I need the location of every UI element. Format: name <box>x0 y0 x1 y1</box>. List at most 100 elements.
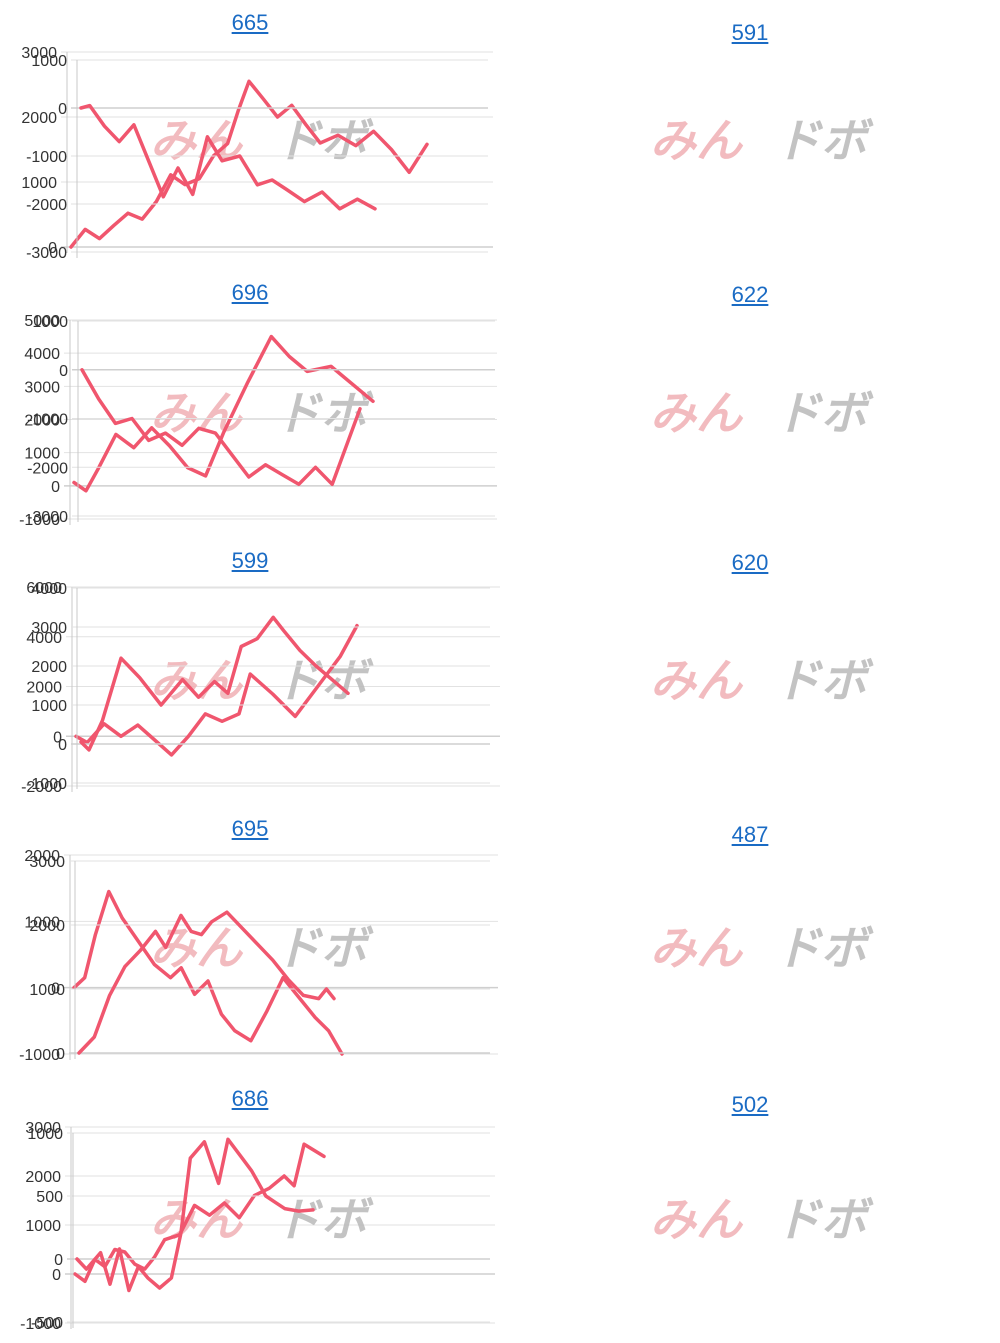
y-tick-label: 3000 <box>21 45 57 62</box>
y-tick-label: 0 <box>54 1252 63 1269</box>
watermark-logo: みん ドボ <box>150 654 374 708</box>
svg-text:ドボ: ドボ <box>775 386 874 440</box>
svg-text:ドボ: ドボ <box>275 1193 374 1247</box>
y-tick-label: 0 <box>51 981 60 998</box>
svg-text:ドボ: ドボ <box>275 654 374 708</box>
series-line <box>79 103 377 211</box>
line-chart: -1000 0 1000 2000 3000 みん ドボ <box>20 1120 495 1333</box>
y-tick-label: 3000 <box>25 1120 61 1137</box>
chart-panel-502: 502 -500 0 500 1000 みん ドボ <box>27 1080 1000 1343</box>
line-chart: 0 1000 2000 3000 みん ドボ <box>21 45 493 257</box>
svg-text:みん: みん <box>650 921 744 975</box>
y-tick-label: 1000 <box>24 446 60 463</box>
chart-title-link[interactable]: 502 <box>731 1092 769 1117</box>
chart-panel-591: 591 -3000 -2000 -1000 0 1000 みん ドボ <box>26 0 1000 265</box>
series-line <box>80 368 362 487</box>
svg-text:ドボ: ドボ <box>775 654 874 708</box>
svg-text:みん: みん <box>650 386 744 440</box>
watermark-logo: みん ドボ <box>650 386 874 440</box>
y-tick-label: 3000 <box>29 854 65 871</box>
svg-text:みん: みん <box>150 1193 244 1247</box>
series-line <box>69 79 429 249</box>
watermark-logo: みん ドボ <box>150 1193 374 1247</box>
chart-title-link[interactable]: 696 <box>231 280 269 305</box>
series-line <box>72 889 344 1056</box>
y-tick-label: 2000 <box>24 848 60 865</box>
y-tick-label: 0 <box>58 101 67 118</box>
line-chart: -3000 -2000 -1000 0 1000 みん ドボ <box>27 314 874 526</box>
chart-title-link[interactable]: 686 <box>231 1086 269 1111</box>
y-tick-label: 1000 <box>25 1218 61 1235</box>
chart-title-link[interactable]: 665 <box>231 10 269 35</box>
y-tick-label: 2000 <box>25 1169 61 1186</box>
y-tick-label: 0 <box>53 729 62 746</box>
series-line <box>79 615 350 752</box>
y-tick-label: 1000 <box>24 914 60 931</box>
y-tick-label: 3000 <box>31 620 67 637</box>
chart-title-link[interactable]: 620 <box>731 550 769 575</box>
series-line <box>72 334 375 493</box>
y-tick-label: 6000 <box>26 580 62 597</box>
chart-title-link[interactable]: 622 <box>731 282 769 307</box>
svg-text:ドボ: ドボ <box>275 921 374 975</box>
chart-title-link[interactable]: 695 <box>231 816 269 841</box>
svg-text:ドボ: ドボ <box>775 921 874 975</box>
watermark-logo: みん ドボ <box>150 114 374 168</box>
watermark-logo: みん ドボ <box>150 921 374 975</box>
series-line <box>75 1137 315 1293</box>
svg-text:みん: みん <box>650 1193 744 1247</box>
y-tick-label: 0 <box>58 737 67 754</box>
y-tick-label: 1000 <box>31 53 67 70</box>
chart-title-link[interactable]: 487 <box>731 822 769 847</box>
y-tick-label: 1000 <box>32 314 68 331</box>
y-tick-label: -500 <box>31 1315 63 1332</box>
y-tick-label: 0 <box>56 1046 65 1063</box>
y-tick-label: -1000 <box>26 776 67 793</box>
y-tick-label: -2000 <box>27 460 68 477</box>
y-tick-label: -2000 <box>26 197 67 214</box>
watermark-logo: みん ドボ <box>650 921 874 975</box>
y-tick-label: 0 <box>52 1267 61 1284</box>
y-tick-label: -1000 <box>27 412 68 429</box>
y-tick-label: 2000 <box>24 413 60 430</box>
y-tick-label: 500 <box>36 1189 63 1206</box>
y-tick-label: 0 <box>51 479 60 496</box>
chart-panel-696: 696 -1000 0 1000 2000 3000 4000 5000 みん ドボ <box>0 270 500 540</box>
y-tick-label: 2000 <box>26 680 62 697</box>
chart-title-link[interactable]: 599 <box>231 548 269 573</box>
svg-text:みん: みん <box>650 654 744 708</box>
y-tick-label: -3000 <box>26 245 67 262</box>
svg-text:ドボ: ドボ <box>775 1193 874 1247</box>
chart-panel-620: 620 -1000 0 1000 2000 3000 4000 みん ドボ <box>26 540 1000 805</box>
chart-panel-487: 487 0 1000 2000 3000 みん ドボ <box>29 810 1000 1070</box>
y-tick-label: 3000 <box>24 379 60 396</box>
chart-panel-695: 695 -1000 0 1000 2000 みん ドボ <box>0 810 500 1070</box>
y-tick-label: 4000 <box>26 630 62 647</box>
y-tick-label: 2000 <box>21 110 57 127</box>
y-tick-label: 4000 <box>24 346 60 363</box>
y-tick-label: 4000 <box>31 581 67 598</box>
chart-panel-599: 599 -2000 0 2000 4000 6000 みん ドボ <box>0 540 500 805</box>
y-tick-label: -1000 <box>20 1316 61 1333</box>
y-tick-label: 5000 <box>24 313 60 330</box>
line-chart: -3000 -2000 -1000 0 1000 みん ドボ <box>26 53 874 262</box>
chart-title-link[interactable]: 591 <box>731 20 769 45</box>
y-tick-label: 0 <box>48 240 57 257</box>
y-tick-label: 0 <box>59 363 68 380</box>
watermark-logo: みん ドボ <box>650 1193 874 1247</box>
y-tick-label: -1000 <box>26 149 67 166</box>
y-tick-label: 2000 <box>29 918 65 935</box>
svg-text:みん: みん <box>650 114 744 168</box>
y-tick-label: 1000 <box>31 698 67 715</box>
y-tick-label: -1000 <box>19 512 60 529</box>
chart-panel-686: 686 -1000 0 1000 2000 3000 みん ドボ <box>0 1080 500 1343</box>
chart-panel-622: 622 -3000 -2000 -1000 0 1000 みん ドボ <box>27 270 1000 540</box>
watermark-logo: みん ドボ <box>150 386 374 440</box>
y-tick-label: 2000 <box>31 659 67 676</box>
series-line <box>74 623 359 757</box>
